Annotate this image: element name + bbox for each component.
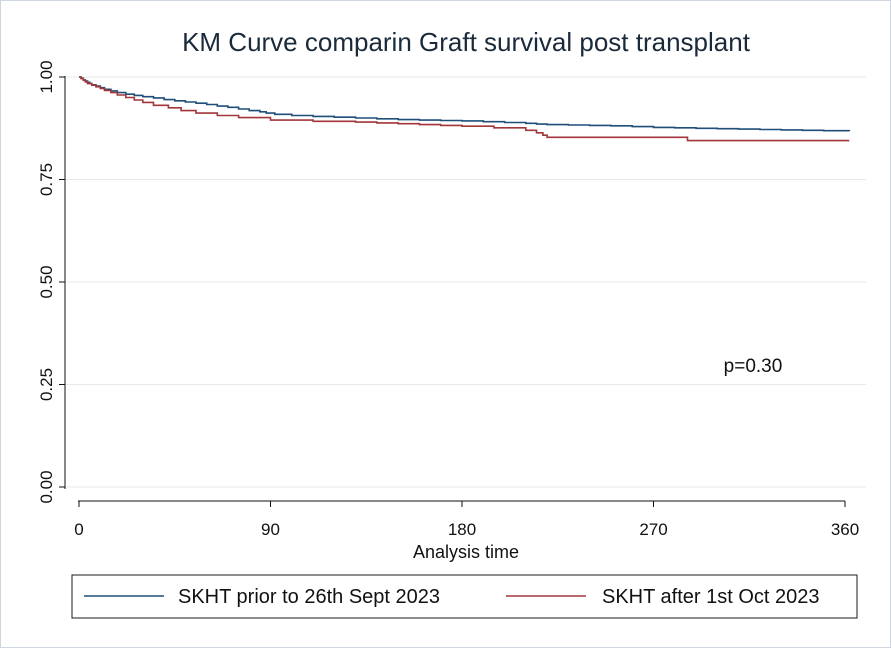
x-axis-label: Analysis time (413, 542, 519, 562)
p-value-annotation: p=0.30 (724, 356, 783, 377)
y-tick-label: 0.50 (37, 265, 56, 298)
y-ticks: 0.00 0.25 0.50 0.75 1.00 (37, 60, 65, 504)
axes (64, 76, 845, 502)
x-tick-label: 0 (74, 520, 83, 539)
chart-title: KM Curve comparin Graft survival post tr… (182, 27, 751, 57)
x-ticks: 0 90 180 270 360 (74, 501, 859, 539)
legend-label-prior: SKHT prior to 26th Sept 2023 (178, 586, 440, 608)
y-tick-label: 1.00 (37, 60, 56, 93)
legend: SKHT prior to 26th Sept 2023 SKHT after … (71, 574, 858, 619)
x-tick-label: 360 (831, 520, 859, 539)
y-tick-label: 0.25 (37, 368, 56, 401)
series-line-after (79, 76, 850, 142)
x-tick-label: 90 (261, 520, 280, 539)
legend-label-after: SKHT after 1st Oct 2023 (602, 586, 820, 608)
series-line-prior (79, 76, 851, 132)
y-tick-label: 0.75 (37, 163, 56, 196)
x-tick-label: 180 (448, 520, 476, 539)
x-tick-label: 270 (639, 520, 667, 539)
series-layer (79, 76, 851, 142)
y-tick-label: 0.00 (37, 470, 56, 503)
legend-box (71, 574, 858, 619)
grid (66, 76, 866, 488)
